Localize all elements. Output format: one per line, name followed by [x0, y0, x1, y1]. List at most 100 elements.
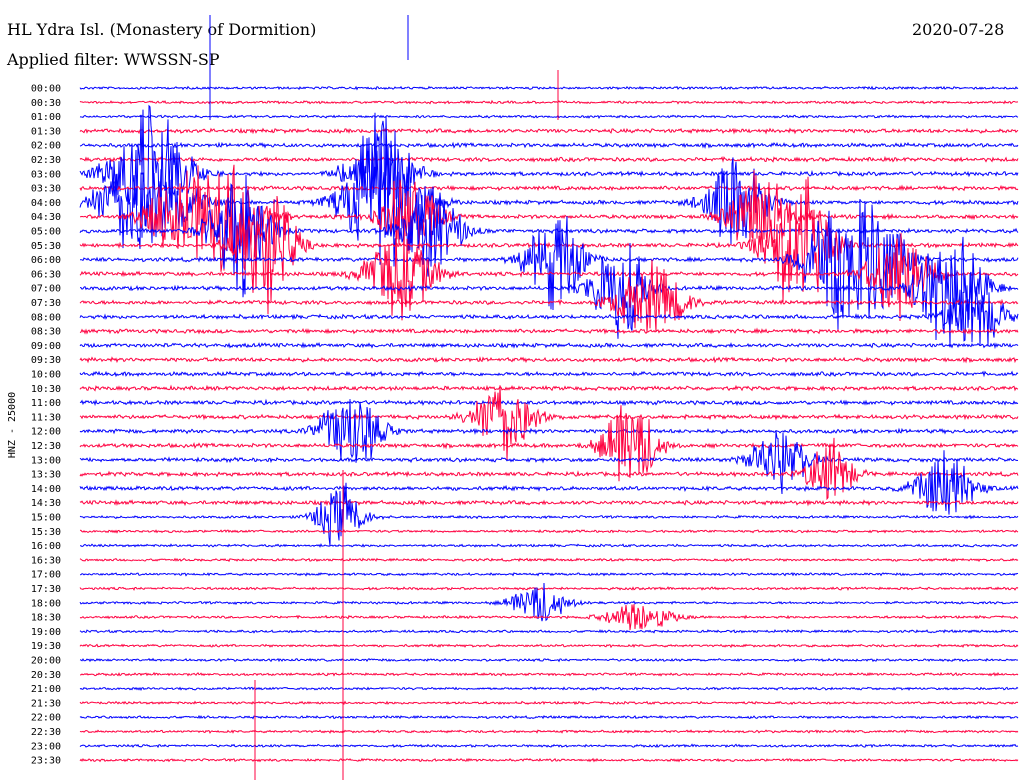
- trace-line: [79, 356, 1019, 364]
- time-tick-label: 08:00: [31, 312, 61, 323]
- channel-label: HNZ - 25000: [7, 392, 18, 458]
- trace-line: [79, 384, 1019, 392]
- time-tick-label: 09:00: [31, 341, 61, 352]
- trace-line: [79, 499, 1019, 507]
- trace-line: [79, 604, 1019, 631]
- trace-line: [80, 543, 1019, 548]
- time-tick-label: 06:00: [31, 255, 61, 266]
- trace-line: [79, 657, 1019, 663]
- time-tick-label: 16:30: [31, 555, 61, 566]
- time-tick-label: 14:30: [31, 498, 61, 509]
- time-tick-label: 18:00: [31, 598, 61, 609]
- time-tick-label: 20:30: [31, 670, 61, 681]
- time-tick-label: 00:00: [31, 84, 61, 95]
- time-tick-label: 19:30: [31, 641, 61, 652]
- trace-line: [79, 729, 1019, 734]
- trace-line: [79, 99, 1019, 105]
- filter-label: Applied filter: WWSSN-SP: [7, 50, 220, 69]
- time-tick-label: 04:00: [31, 198, 61, 209]
- trace-line: [79, 686, 1019, 692]
- time-tick-label: 01:30: [31, 126, 61, 137]
- trace-line: [79, 85, 1019, 91]
- time-tick-label: 16:00: [31, 541, 61, 552]
- trace-line: [79, 114, 1019, 119]
- trace-line: [79, 104, 1019, 238]
- trace-line: [79, 141, 1019, 150]
- trace-line: [79, 385, 1019, 461]
- trace-line: [79, 127, 1019, 135]
- time-tick-label: 07:00: [31, 284, 61, 295]
- time-tick-label: 09:30: [31, 355, 61, 366]
- trace-line: [80, 671, 1019, 677]
- trace-line: [79, 629, 1019, 634]
- time-tick-label: 10:30: [31, 384, 61, 395]
- time-tick-label: 17:00: [31, 570, 61, 581]
- time-tick-label: 15:00: [31, 513, 61, 524]
- trace-line: [79, 757, 1019, 763]
- time-tick-label: 06:30: [31, 269, 61, 280]
- trace-line: [79, 714, 1019, 720]
- time-tick-label: 18:30: [31, 613, 61, 624]
- time-tick-label: 19:00: [31, 627, 61, 638]
- trace-line: [79, 327, 1019, 335]
- time-tick-label: 22:00: [31, 713, 61, 724]
- trace-line: [79, 586, 1019, 591]
- trace-line: [79, 643, 1019, 649]
- time-axis: 00:00 00:30 01:00 01:30 02:00 02:30 03:00 03:30…: [31, 84, 61, 767]
- trace-line: [79, 431, 1019, 495]
- time-tick-label: 03:00: [31, 169, 61, 180]
- trace-line: [79, 399, 1019, 463]
- time-tick-label: 23:30: [31, 756, 61, 767]
- time-tick-label: 01:00: [31, 112, 61, 123]
- time-tick-label: 02:00: [31, 141, 61, 152]
- trace-line: [79, 571, 1019, 577]
- time-tick-label: 21:30: [31, 698, 61, 709]
- trace-line: [80, 236, 1019, 348]
- time-tick-label: 08:30: [31, 327, 61, 338]
- trace-line: [79, 184, 1019, 192]
- trace-line: [79, 341, 1019, 350]
- trace-line: [79, 743, 1019, 749]
- time-tick-label: 02:30: [31, 155, 61, 166]
- time-tick-label: 04:30: [31, 212, 61, 223]
- time-tick-label: 21:00: [31, 684, 61, 695]
- time-tick-label: 10:00: [31, 370, 61, 381]
- date-label: 2020-07-28: [912, 20, 1005, 39]
- time-tick-label: 15:30: [31, 527, 61, 538]
- trace-line: [79, 450, 1019, 515]
- trace-line: [79, 398, 1019, 407]
- trace-line: [79, 116, 1019, 267]
- trace-line: [79, 259, 1019, 333]
- trace-line: [79, 700, 1019, 706]
- trace-line: [79, 482, 1019, 547]
- time-tick-label: 17:30: [31, 584, 61, 595]
- time-tick-label: 07:30: [31, 298, 61, 309]
- trace-line: [79, 437, 1019, 501]
- trace-line: [79, 582, 1019, 622]
- time-tick-label: 05:30: [31, 241, 61, 252]
- trace-line: [79, 155, 1019, 163]
- time-tick-label: 11:30: [31, 412, 61, 423]
- trace-line: [79, 529, 1019, 534]
- trace-line: [79, 370, 1019, 378]
- trace-line: [80, 198, 1019, 331]
- time-tick-label: 12:00: [31, 427, 61, 438]
- time-tick-label: 23:00: [31, 741, 61, 752]
- time-tick-label: 12:30: [31, 441, 61, 452]
- time-tick-label: 20:00: [31, 656, 61, 667]
- time-tick-label: 13:00: [31, 455, 61, 466]
- time-tick-label: 22:30: [31, 727, 61, 738]
- time-tick-label: 14:00: [31, 484, 61, 495]
- time-tick-label: 13:30: [31, 470, 61, 481]
- trace-line: [79, 275, 1019, 347]
- seismic-traces: [79, 15, 1019, 780]
- time-tick-label: 11:00: [31, 398, 61, 409]
- trace-line: [79, 230, 1019, 322]
- station-title: HL Ydra Isl. (Monastery of Dormition): [7, 20, 317, 39]
- time-tick-label: 05:00: [31, 227, 61, 238]
- trace-line: [79, 557, 1019, 563]
- trace-line: [79, 405, 1019, 482]
- time-tick-label: 00:30: [31, 98, 61, 109]
- time-tick-label: 03:30: [31, 184, 61, 195]
